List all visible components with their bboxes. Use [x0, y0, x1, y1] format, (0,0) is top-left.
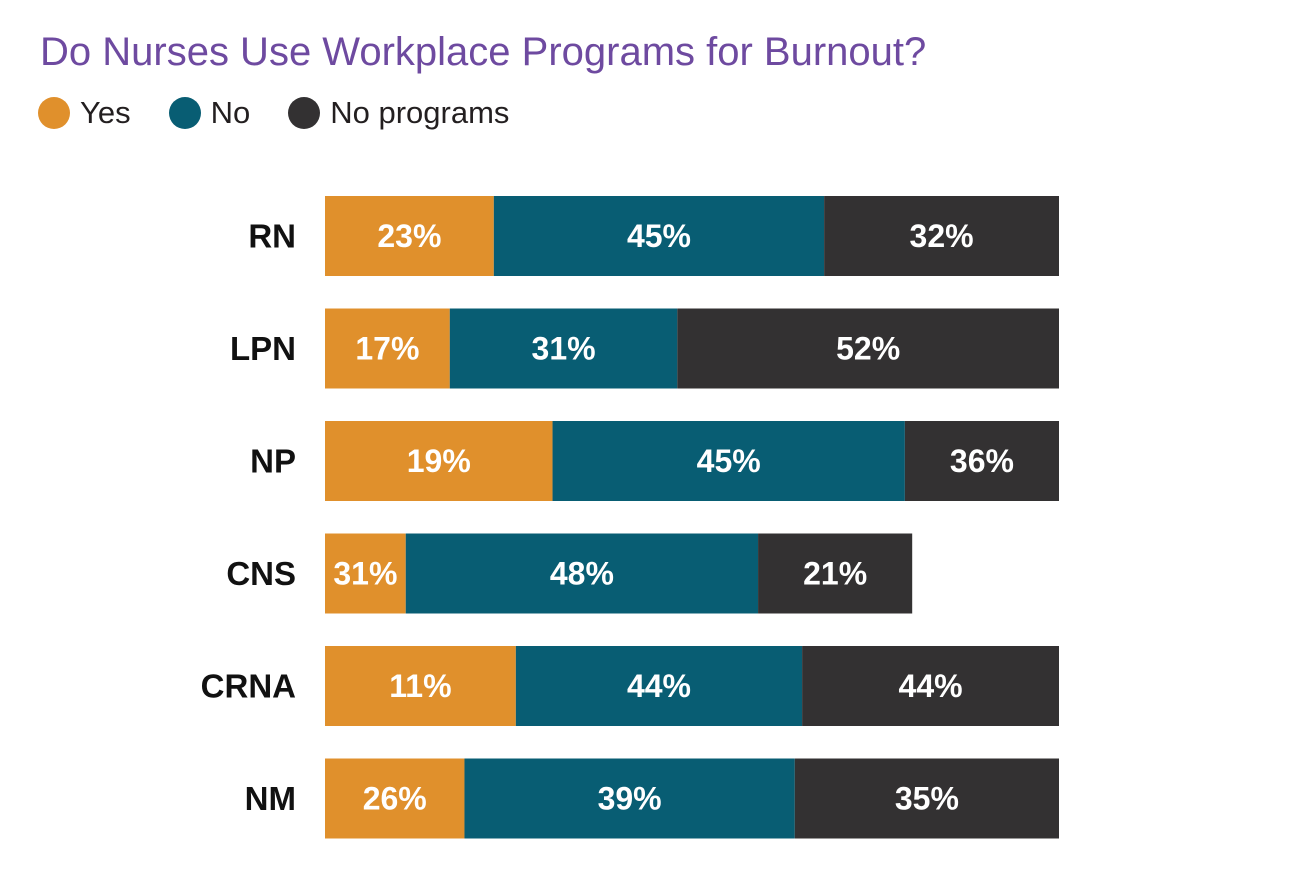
category-label-lpn: LPN — [230, 330, 296, 367]
bar-nm-no — [464, 758, 795, 839]
chart-title: Do Nurses Use Workplace Programs for Bur… — [40, 30, 927, 74]
bar-crna-no — [515, 646, 803, 726]
legend-swatch-no-programs — [288, 97, 321, 129]
data-label-lpn-no-programs: 52% — [836, 331, 900, 367]
bar-cns-no-programs — [758, 533, 913, 614]
data-label-rn-no-programs: 32% — [910, 218, 974, 254]
data-label-rn-no: 45% — [627, 218, 691, 254]
bar-cns-no — [405, 533, 759, 614]
data-label-cns-no: 48% — [550, 556, 614, 592]
category-label-nm: NM — [245, 780, 296, 817]
legend-swatch-no — [168, 97, 201, 129]
legend-swatch-yes — [38, 97, 70, 129]
bar-lpn-yes — [325, 308, 450, 389]
data-label-np-no: 45% — [697, 443, 761, 479]
bar-rn-no-programs — [824, 196, 1059, 276]
bar-lpn-no-programs — [677, 308, 1059, 389]
legend-label-no: No — [210, 95, 251, 130]
bar-crna-yes — [325, 646, 516, 726]
legend-label-yes: Yes — [80, 95, 131, 130]
category-label-rn: RN — [248, 218, 296, 255]
data-label-cns-no-programs: 21% — [803, 556, 867, 592]
legend: Yes No No programs — [38, 92, 547, 134]
category-label-crna: CRNA — [201, 668, 296, 705]
bar-nm-yes — [325, 758, 465, 839]
data-label-np-no-programs: 36% — [950, 443, 1014, 479]
legend-item-yes: Yes — [38, 95, 131, 131]
data-label-np-yes: 19% — [407, 443, 471, 479]
bar-rn-no — [493, 196, 825, 276]
data-label-lpn-no: 31% — [532, 331, 596, 367]
data-label-nm-no: 39% — [598, 781, 662, 817]
bar-np-no — [552, 421, 905, 501]
bar-cns-yes — [325, 533, 406, 614]
bar-np-yes — [325, 421, 553, 501]
data-label-nm-yes: 26% — [363, 781, 427, 817]
bar-nm-no-programs — [794, 758, 1059, 839]
category-label-np: NP — [250, 443, 296, 480]
data-label-crna-no-programs: 44% — [899, 668, 963, 704]
data-label-crna-yes: 11% — [389, 668, 451, 704]
data-label-nm-no-programs: 35% — [895, 781, 959, 817]
bar-rn-yes — [325, 196, 494, 276]
legend-item-no: No — [168, 95, 251, 131]
category-label-cns: CNS — [226, 555, 296, 592]
legend-label-no-programs: No programs — [330, 95, 510, 130]
bar-np-no-programs — [904, 421, 1059, 501]
bar-crna-no-programs — [802, 646, 1059, 726]
bar-lpn-no — [449, 308, 678, 389]
data-label-lpn-yes: 17% — [355, 331, 419, 367]
data-label-rn-yes: 23% — [377, 218, 441, 254]
data-label-crna-no: 44% — [627, 668, 691, 704]
data-label-cns-yes: 31% — [333, 556, 397, 592]
legend-item-no-programs: No programs — [288, 95, 509, 131]
